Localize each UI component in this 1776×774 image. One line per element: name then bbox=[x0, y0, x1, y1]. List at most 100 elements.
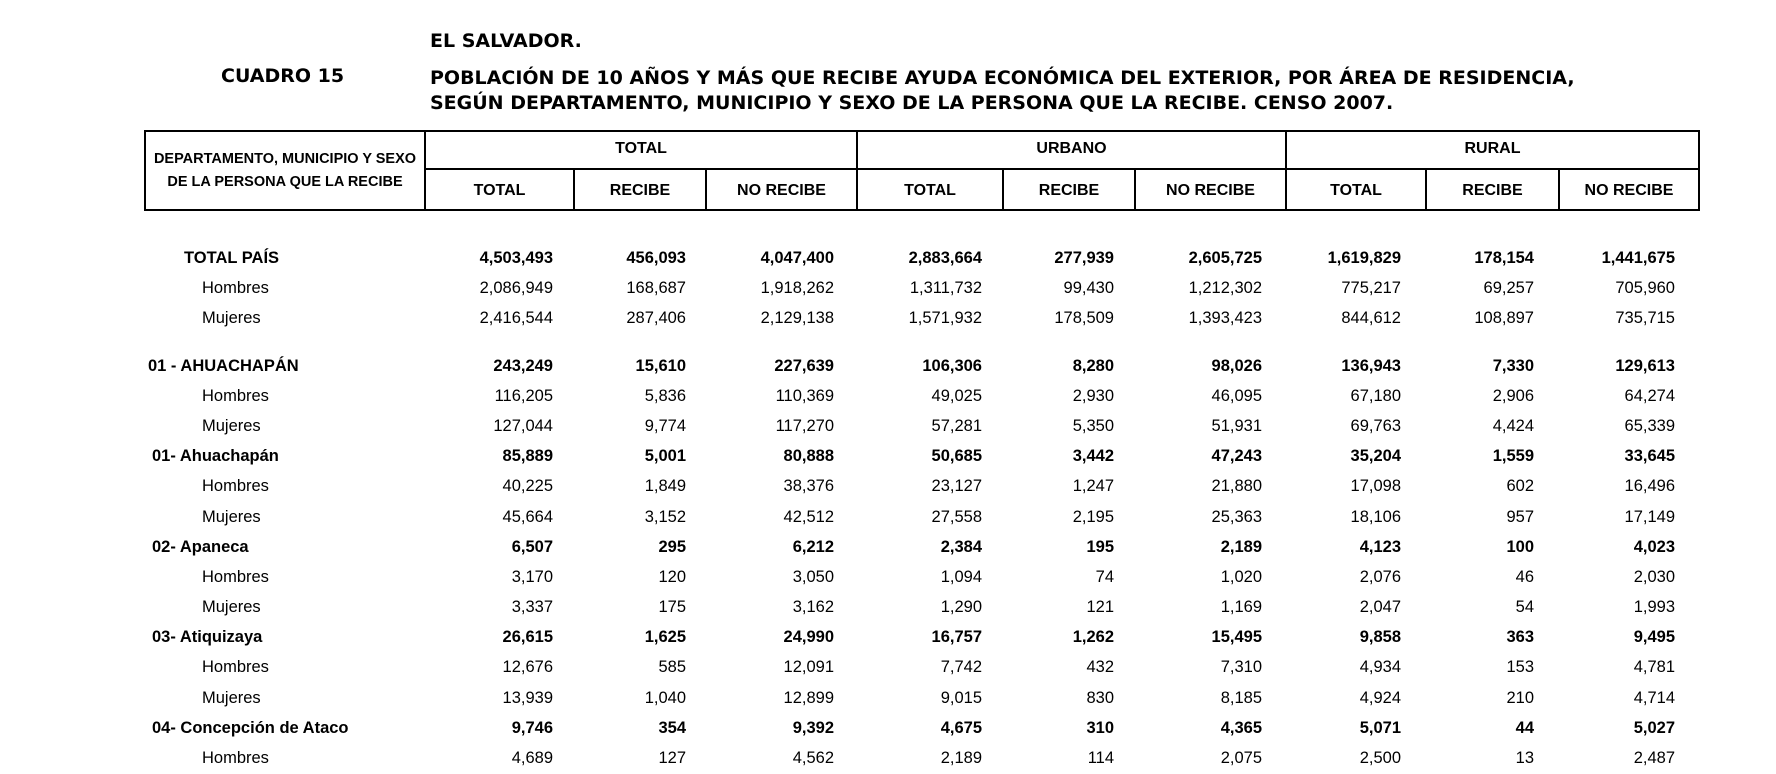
table-cell: 2,189 bbox=[940, 749, 982, 767]
table-cell: 153 bbox=[1506, 658, 1534, 677]
table-cell: 456,093 bbox=[626, 249, 686, 267]
table-cell: 1,020 bbox=[1220, 567, 1262, 586]
table-cell: 46,095 bbox=[1211, 386, 1262, 405]
table-cell: 9,858 bbox=[1359, 628, 1401, 647]
group-header-urbano: URBANO bbox=[1036, 140, 1107, 157]
table-cell: 21,880 bbox=[1211, 477, 1262, 496]
row-label: 02- Apaneca bbox=[152, 537, 249, 556]
table-cell: 5,071 bbox=[1359, 718, 1401, 737]
table-cell: 3,050 bbox=[792, 567, 834, 586]
table-cell: 4,424 bbox=[1492, 416, 1534, 435]
table-number: CUADRO 15 bbox=[221, 65, 345, 87]
row-label: Hombres bbox=[202, 567, 269, 586]
table-cell: 99,430 bbox=[1063, 279, 1114, 298]
row-label: Mujeres bbox=[202, 507, 261, 526]
table-cell: 287,406 bbox=[626, 309, 686, 328]
table-cell: 16,496 bbox=[1624, 477, 1675, 496]
table-cell: 830 bbox=[1086, 688, 1114, 707]
table-cell: 4,503,493 bbox=[479, 249, 553, 267]
table-cell: 42,512 bbox=[783, 507, 834, 526]
table-cell: 5,836 bbox=[644, 386, 686, 405]
table-cell: 4,781 bbox=[1633, 658, 1675, 677]
table-cell: 4,365 bbox=[1220, 718, 1262, 737]
table-row: 02- Apaneca 6,507 295 6,212 2,384 195 2,189 4,1… bbox=[144, 533, 1700, 563]
table-cell: 16,757 bbox=[931, 628, 982, 647]
column-header: NO RECIBE bbox=[1584, 181, 1674, 199]
table-row: 04- Concepción de Ataco 9,746 354 9,392 4,67… bbox=[144, 714, 1700, 744]
table-cell: 46 bbox=[1515, 567, 1534, 586]
table-cell: 2,189 bbox=[1220, 537, 1262, 556]
table-cell: 602 bbox=[1506, 477, 1534, 496]
column-header: TOTAL bbox=[473, 181, 526, 199]
table-cell: 1,559 bbox=[1492, 447, 1534, 466]
table-cell: 2,605,725 bbox=[1188, 249, 1262, 267]
table-cell: 2,075 bbox=[1220, 749, 1262, 767]
table-row: Hombres 116,205 5,836 110,369 49,025 2,930 46,… bbox=[144, 382, 1700, 412]
row-label: 01 - AHUACHAPÁN bbox=[148, 356, 299, 375]
table-cell: 277,939 bbox=[1054, 249, 1114, 267]
table-cell: 44 bbox=[1515, 718, 1534, 737]
table-cell: 23,127 bbox=[931, 477, 982, 496]
table-cell: 25,363 bbox=[1211, 507, 1262, 526]
table-cell: 2,047 bbox=[1359, 598, 1401, 617]
table-row: Hombres 4,689 127 4,562 2,189 114 2,075 2,500 13… bbox=[144, 744, 1700, 774]
table-cell: 957 bbox=[1506, 507, 1534, 526]
table-cell: 1,393,423 bbox=[1188, 309, 1262, 328]
table-cell: 9,774 bbox=[644, 416, 686, 435]
table-cell: 2,883,664 bbox=[908, 249, 982, 267]
row-label: Hombres bbox=[202, 477, 269, 496]
table-cell: 2,076 bbox=[1359, 567, 1401, 586]
table-cell: 80,888 bbox=[783, 447, 834, 466]
table-cell: 45,664 bbox=[502, 507, 553, 526]
column-header: RECIBE bbox=[1462, 181, 1523, 199]
table-cell: 175 bbox=[658, 598, 686, 617]
column-header: TOTAL bbox=[904, 181, 956, 199]
table-cell: 178,509 bbox=[1054, 309, 1114, 328]
table-cell: 4,675 bbox=[940, 718, 982, 737]
header-border bbox=[144, 130, 1700, 211]
table-cell: 2,487 bbox=[1633, 749, 1675, 767]
table-row: 03- Atiquizaya 26,615 1,625 24,990 16,757 1,2… bbox=[144, 623, 1700, 653]
table-cell: 2,500 bbox=[1359, 749, 1401, 767]
table-cell: 178,154 bbox=[1474, 249, 1534, 267]
table-cell: 69,257 bbox=[1483, 279, 1534, 298]
table-cell: 15,610 bbox=[635, 356, 686, 375]
table-cell: 64,274 bbox=[1624, 386, 1675, 405]
table-cell: 117,270 bbox=[775, 416, 834, 435]
row-label-header-line2: DE LA PERSONA QUE LA RECIBE bbox=[167, 173, 403, 190]
table-cell: 227,639 bbox=[774, 356, 834, 375]
row-label: Mujeres bbox=[202, 416, 261, 435]
table-cell: 2,906 bbox=[1492, 386, 1534, 405]
table-cell: 100 bbox=[1506, 537, 1534, 556]
table-cell: 17,149 bbox=[1624, 507, 1675, 526]
table-row: Mujeres 2,416,544 287,406 2,129,138 1,571,93… bbox=[144, 304, 1700, 334]
table-cell: 168,687 bbox=[626, 279, 686, 298]
table-cell: 127 bbox=[658, 749, 686, 767]
table-cell: 24,990 bbox=[783, 628, 834, 647]
table-row: 01- Ahuachapán 85,889 5,001 80,888 50,685 3,4… bbox=[144, 442, 1700, 472]
table-cell: 1,094 bbox=[940, 567, 982, 586]
header-divider bbox=[1285, 130, 1287, 211]
table-cell: 9,746 bbox=[511, 718, 553, 737]
row-label: Hombres bbox=[202, 749, 269, 767]
table-cell: 2,384 bbox=[940, 537, 982, 556]
header-divider bbox=[705, 169, 707, 211]
table-cell: 310 bbox=[1086, 718, 1114, 737]
row-label: TOTAL PAÍS bbox=[184, 249, 280, 267]
table-cell: 1,247 bbox=[1072, 477, 1114, 496]
table-row: Mujeres 3,337 175 3,162 1,290 121 1,169 2,047 54… bbox=[144, 593, 1700, 623]
table-cell: 127,044 bbox=[493, 416, 553, 435]
table-cell: 5,350 bbox=[1072, 416, 1114, 435]
table-cell: 15,495 bbox=[1211, 628, 1262, 647]
column-header: TOTAL bbox=[1330, 181, 1382, 199]
table-cell: 12,676 bbox=[502, 658, 553, 677]
table-row: Mujeres 45,664 3,152 42,512 27,558 2,195 25,36… bbox=[144, 503, 1700, 533]
table-cell: 38,376 bbox=[783, 477, 834, 496]
table-cell: 2,086,949 bbox=[479, 279, 553, 298]
header-divider bbox=[1425, 169, 1427, 211]
table-title-line1: POBLACIÓN DE 10 AÑOS Y MÁS QUE RECIBE AY… bbox=[430, 67, 1575, 89]
table-cell: 4,689 bbox=[511, 749, 553, 767]
column-header: NO RECIBE bbox=[737, 181, 826, 199]
table-cell: 40,225 bbox=[502, 477, 553, 496]
table-cell: 3,337 bbox=[511, 598, 553, 617]
